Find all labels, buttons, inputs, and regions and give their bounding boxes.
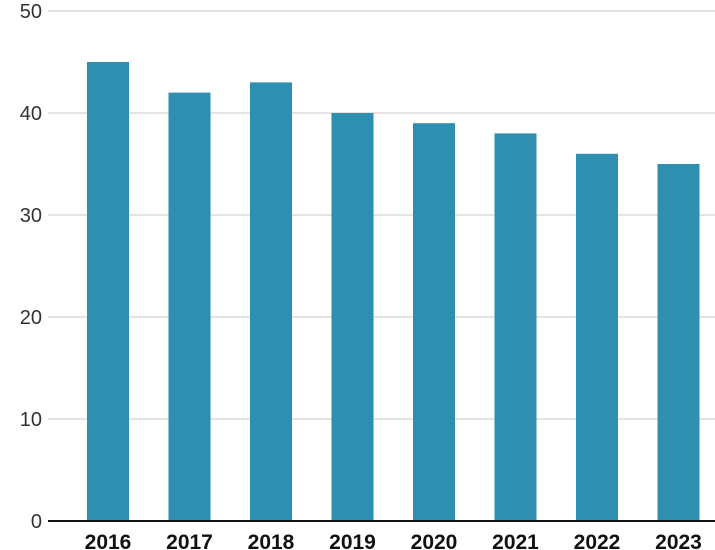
y-tick-label: 0 [31, 511, 42, 533]
bar-2017 [168, 92, 211, 521]
x-tick-label: 2022 [574, 531, 621, 550]
y-tick-label: 20 [20, 307, 42, 329]
x-tick-label: 2017 [166, 531, 213, 550]
bar-2022 [576, 153, 618, 522]
x-tick-label: 2016 [85, 531, 132, 550]
bars [87, 62, 700, 522]
y-tick-label: 40 [20, 103, 42, 125]
bar-2016 [87, 62, 129, 521]
bar-2018 [250, 82, 292, 522]
x-tick-label: 2019 [329, 531, 376, 550]
bar-2020 [413, 123, 455, 521]
bar-2021 [494, 133, 537, 521]
y-tick-label: 50 [20, 1, 42, 23]
x-tick-label: 2018 [248, 531, 295, 550]
x-tick-label: 2023 [655, 531, 702, 550]
y-tick-label: 10 [20, 409, 42, 431]
x-axis-ticks: 2016 2017 2018 2019 2020 2021 2022 2023 [85, 531, 702, 550]
bar-2019 [331, 113, 374, 521]
x-tick-label: 2021 [492, 531, 539, 550]
x-tick-label: 2020 [411, 531, 458, 550]
bar-2023 [657, 164, 700, 521]
y-tick-label: 30 [20, 205, 42, 227]
y-axis-ticks: 0 10 20 30 40 50 [20, 1, 42, 533]
